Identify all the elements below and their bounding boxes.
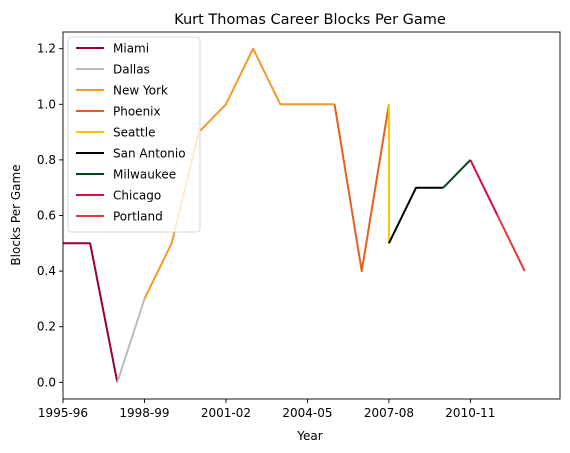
- legend: Miami Dallas New York Phoenix Seattle San Ant…: [67, 36, 201, 233]
- legend-label-8: Portland: [113, 210, 163, 224]
- x-axis-label: Year: [296, 429, 322, 443]
- series-line-7: [469, 159, 499, 216]
- series-line-5: [388, 186, 444, 244]
- legend-label-4: Seattle: [113, 126, 155, 140]
- y-tick-label-0: 0.0: [37, 375, 56, 389]
- series-line-1: [116, 298, 146, 383]
- x-tick-label-1: 1998-99: [119, 406, 169, 420]
- y-tick-label-2: 0.4: [37, 264, 56, 278]
- x-tick-label-3: 2004-05: [282, 406, 332, 420]
- y-axis-label: Blocks Per Game: [9, 164, 23, 265]
- x-tick-label-0: 1995-96: [38, 406, 88, 420]
- y-tick-label-3: 0.6: [37, 209, 56, 223]
- legend-label-3: Phoenix: [113, 105, 161, 119]
- y-tick-label-5: 1.0: [37, 97, 56, 111]
- x-tick-label-2: 2001-02: [201, 406, 251, 420]
- series-line-6: [442, 159, 472, 189]
- series-line-0: [63, 242, 119, 383]
- legend-label-6: Milwaukee: [113, 168, 176, 182]
- legend-label-7: Chicago: [113, 189, 161, 203]
- series-line-8: [496, 215, 526, 272]
- legend-box: [67, 36, 201, 233]
- y-tick-label-1: 0.2: [37, 320, 56, 334]
- legend-label-0: Miami: [113, 42, 149, 56]
- legend-label-1: Dallas: [113, 63, 150, 77]
- chart-title: Kurt Thomas Career Blocks Per Game: [174, 12, 446, 28]
- legend-label-2: New York: [113, 84, 168, 98]
- series-line-3: [333, 104, 390, 273]
- y-tick-label-4: 0.8: [37, 153, 56, 167]
- x-tick-label-5: 2010-11: [445, 406, 495, 420]
- y-axis: 0.0 0.2 0.4 0.6 0.8 1.0 1.2: [37, 42, 63, 389]
- legend-label-5: San Antonio: [113, 147, 186, 161]
- x-axis: 1995-96 1998-99 2001-02 2004-05 2007-08 2010-…: [38, 399, 495, 420]
- y-tick-label-6: 1.2: [37, 42, 56, 56]
- x-tick-label-4: 2007-08: [364, 406, 414, 420]
